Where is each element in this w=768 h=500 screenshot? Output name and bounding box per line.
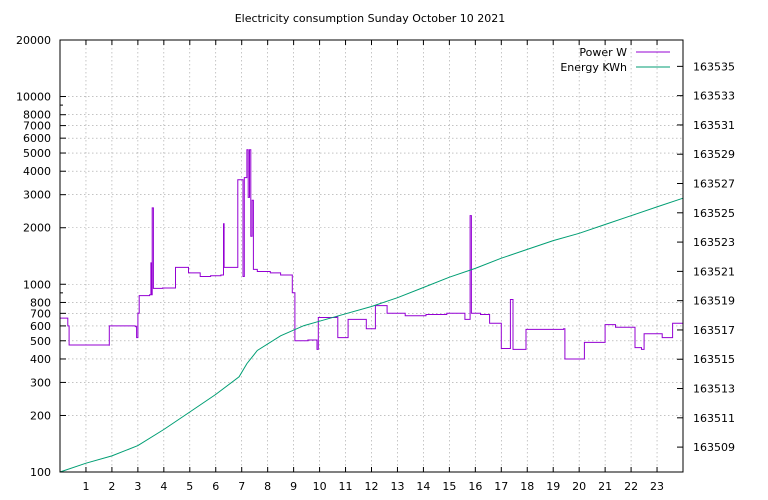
x-tick-label: 3 xyxy=(134,480,141,493)
y-tick-label: 500 xyxy=(30,335,51,348)
y-tick-label: 6000 xyxy=(23,132,51,145)
legend-label: Energy KWh xyxy=(560,61,627,74)
x-tick-label: 9 xyxy=(290,480,297,493)
chart-title: Electricity consumption Sunday October 1… xyxy=(235,12,506,25)
y-tick-label: 1000 xyxy=(23,278,51,291)
y-tick-label: 600 xyxy=(30,320,51,333)
x-tick-label: 1 xyxy=(82,480,89,493)
y-tick-label: 3000 xyxy=(23,189,51,202)
grid-lines xyxy=(60,40,683,472)
y2-tick-label: 163521 xyxy=(693,265,735,278)
y-tick-label: 8000 xyxy=(23,109,51,122)
series-line-1 xyxy=(60,149,683,360)
x-tick-label: 4 xyxy=(160,480,167,493)
y-tick-label: 800 xyxy=(30,296,51,309)
y-tick-label: 700 xyxy=(30,307,51,320)
y2-tick-label: 163529 xyxy=(693,148,735,161)
x-tick-label: 2 xyxy=(108,480,115,493)
x-tick-label: 19 xyxy=(546,480,560,493)
y2-tick-label: 163511 xyxy=(693,412,735,425)
x-tick-label: 13 xyxy=(390,480,404,493)
x-tick-label: 5 xyxy=(186,480,193,493)
y-tick-label: 4000 xyxy=(23,165,51,178)
y2-tick-label: 163509 xyxy=(693,441,735,454)
y-tick-label: 400 xyxy=(30,353,51,366)
y-tick-label: 2000 xyxy=(23,222,51,235)
y2-tick-label: 163535 xyxy=(693,60,735,73)
y2-tick-label: 163531 xyxy=(693,119,735,132)
x-tick-label: 17 xyxy=(494,480,508,493)
x-tick-label: 21 xyxy=(598,480,612,493)
x-tick-label: 7 xyxy=(238,480,245,493)
axes: 1 2 3 4 5 6 7 8 9 10 11 12 13 14 15 16 17 18 19 20 21 22 23100… xyxy=(16,34,735,493)
y-tick-label: 200 xyxy=(30,409,51,422)
x-tick-label: 11 xyxy=(339,480,353,493)
x-tick-label: 16 xyxy=(468,480,482,493)
x-tick-label: 18 xyxy=(520,480,534,493)
y2-tick-label: 163523 xyxy=(693,236,735,249)
x-tick-label: 10 xyxy=(313,480,327,493)
x-tick-label: 15 xyxy=(442,480,456,493)
x-tick-label: 6 xyxy=(212,480,219,493)
legend-label: Power W xyxy=(579,46,627,59)
x-tick-label: 14 xyxy=(416,480,430,493)
x-tick-label: 22 xyxy=(624,480,638,493)
y2-tick-label: 163519 xyxy=(693,295,735,308)
y2-tick-label: 163513 xyxy=(693,383,735,396)
y2-tick-label: 163533 xyxy=(693,90,735,103)
y-tick-label: 10000 xyxy=(16,91,51,104)
x-tick-label: 8 xyxy=(264,480,271,493)
y2-tick-label: 163525 xyxy=(693,207,735,220)
y-tick-label: 100 xyxy=(30,466,51,479)
y-tick-label: 5000 xyxy=(23,147,51,160)
y-tick-label: 7000 xyxy=(23,120,51,133)
series-line-2 xyxy=(59,197,684,473)
x-tick-label: 23 xyxy=(650,480,664,493)
series-lines xyxy=(59,149,684,473)
y2-tick-label: 163515 xyxy=(693,353,735,366)
x-tick-label: 12 xyxy=(365,480,379,493)
legend: Power W Energy KWh xyxy=(560,46,670,74)
y2-tick-label: 163517 xyxy=(693,324,735,337)
y-tick-label: 300 xyxy=(30,376,51,389)
y2-tick-label: 163527 xyxy=(693,178,735,191)
y-tick-label: 20000 xyxy=(16,34,51,47)
x-tick-label: 20 xyxy=(572,480,586,493)
